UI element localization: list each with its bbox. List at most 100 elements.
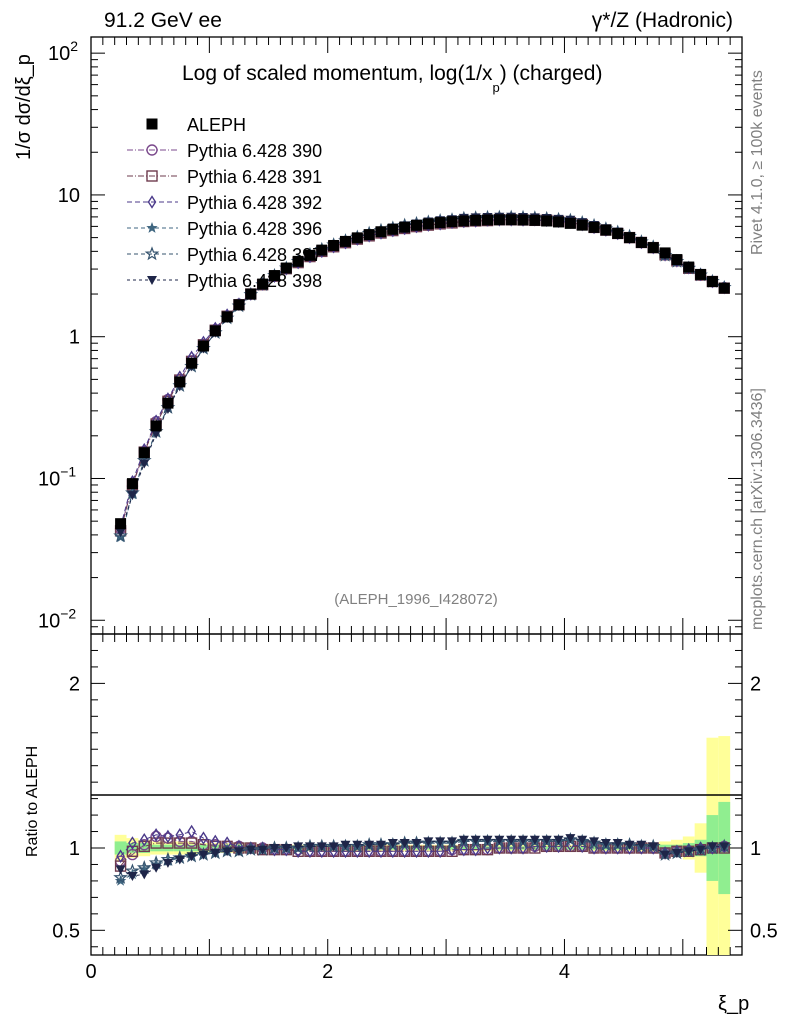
ratio-point xyxy=(494,835,505,845)
reference-point xyxy=(505,214,517,226)
reference-point xyxy=(363,229,375,241)
data-point xyxy=(127,491,138,501)
ratio-point xyxy=(115,865,126,875)
legend-entry-aleph: ALEPH xyxy=(146,115,246,135)
reference-point xyxy=(695,268,707,280)
series-line xyxy=(120,216,725,533)
ratio-point xyxy=(139,870,150,880)
ratio-point xyxy=(352,840,363,850)
ratio-point xyxy=(482,835,493,845)
reference-point xyxy=(458,215,470,227)
series-pythia-6-428-390 xyxy=(114,214,730,867)
ratio-point xyxy=(113,869,128,884)
reference-point xyxy=(268,270,280,282)
ratio-point xyxy=(565,834,576,844)
reference-point xyxy=(399,221,411,233)
data-point xyxy=(113,528,128,543)
ratio-point xyxy=(293,842,304,852)
y-tick-label: 10−2 xyxy=(38,605,76,632)
series-line xyxy=(120,219,725,532)
ratio-y-tick-label: 2 xyxy=(69,673,80,695)
x-axis-label: ξ_p xyxy=(718,993,749,1015)
ratio-point xyxy=(471,842,481,857)
reference-point xyxy=(706,276,718,288)
ratio-point xyxy=(577,835,588,845)
ratio-point xyxy=(281,844,292,853)
series-pythia-6-428-397 xyxy=(113,209,732,884)
ratio-point xyxy=(304,842,315,852)
reference-point xyxy=(624,232,636,244)
ratio-point xyxy=(447,837,458,847)
legend-entry: Pythia 6.428 397 xyxy=(127,245,322,265)
band-stat-bin xyxy=(457,846,470,850)
ratio-y-axis-label: Ratio to ALEPH xyxy=(24,746,41,857)
ratio-point xyxy=(553,835,564,845)
ratio-point xyxy=(174,855,185,865)
reference-point xyxy=(209,325,221,337)
legend-label: Pythia 6.428 397 xyxy=(187,245,322,265)
mcplots-source-label: mcplots.cern.ch [arXiv:1306.3436] xyxy=(749,388,766,630)
reference-point xyxy=(600,224,612,236)
data-series xyxy=(113,209,732,886)
ratio-y-tick-label-right: 2 xyxy=(750,673,761,695)
reference-point xyxy=(671,254,683,266)
x-tick-label: 2 xyxy=(322,961,333,983)
reference-point xyxy=(635,236,647,248)
reference-point xyxy=(446,216,458,228)
ratio-point xyxy=(151,863,162,873)
reference-point xyxy=(138,447,150,459)
analysis-tag: (ALEPH_1996_I428072) xyxy=(334,591,497,608)
ratio-point xyxy=(340,840,351,850)
ratio-point xyxy=(719,842,730,852)
process-label: γ*/Z (Hadronic) xyxy=(592,9,733,32)
ratio-point xyxy=(671,848,682,858)
band-stat-bin xyxy=(588,846,600,850)
reference-point xyxy=(411,219,422,231)
reference-point xyxy=(718,282,730,294)
legend-entry: Pythia 6.428 392 xyxy=(127,193,322,213)
reference-point xyxy=(316,244,328,256)
ratio-point xyxy=(150,837,162,849)
band-stat-bin xyxy=(138,843,151,853)
reference-point xyxy=(328,239,340,251)
ratio-point xyxy=(412,844,421,859)
plot-title-tail: ) (charged) xyxy=(500,62,603,85)
ratio-y-tick-label: 0.5 xyxy=(52,920,80,942)
reference-point xyxy=(493,214,505,226)
legend-label: Pythia 6.428 398 xyxy=(187,271,322,291)
reference-point xyxy=(126,478,138,490)
ratio-point xyxy=(600,839,611,849)
reference-point xyxy=(588,221,600,233)
reference-point xyxy=(529,214,541,226)
energy-label: 91.2 GeV ee xyxy=(104,9,222,32)
ratio-point xyxy=(648,842,659,852)
axis-ticks xyxy=(90,37,743,955)
reference-point xyxy=(115,518,127,530)
reference-point xyxy=(683,261,695,273)
legend-marker xyxy=(146,170,158,182)
ratio-point xyxy=(364,840,375,850)
data-point xyxy=(139,459,150,469)
reference-point xyxy=(197,340,209,352)
y-tick-label: 102 xyxy=(48,38,78,65)
ratio-point xyxy=(529,835,540,845)
reference-point xyxy=(339,235,351,247)
reference-point xyxy=(387,223,399,235)
ratio-point xyxy=(162,837,174,849)
series-pythia-6-428-396 xyxy=(114,211,730,886)
legend-entry: Pythia 6.428 390 xyxy=(127,141,322,161)
ratio-point xyxy=(138,863,150,875)
ratio-point xyxy=(175,828,185,842)
reference-point xyxy=(647,242,659,254)
ratio-y-tick-label: 1 xyxy=(69,838,80,860)
ratio-point xyxy=(660,850,671,860)
ratio-point xyxy=(136,860,152,875)
ratio-point xyxy=(400,844,409,859)
reference-point xyxy=(304,249,316,261)
ratio-point xyxy=(612,839,623,849)
legend-entry: Pythia 6.428 398 xyxy=(127,271,322,291)
reference-point xyxy=(280,262,292,274)
ratio-point xyxy=(458,835,469,845)
ratio-series-line xyxy=(120,839,725,882)
